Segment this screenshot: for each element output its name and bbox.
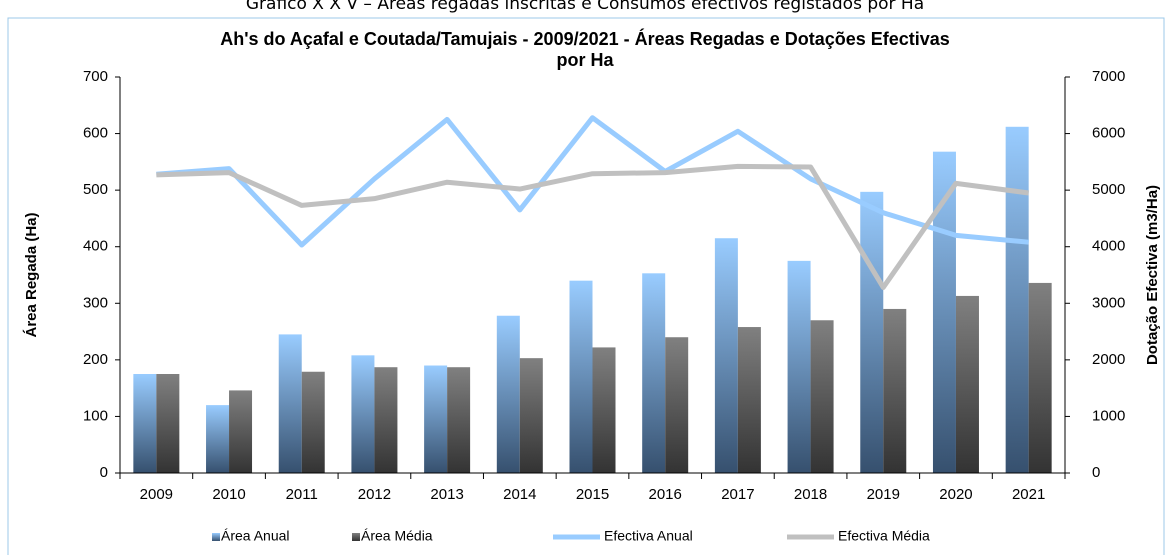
y-tick-label: 600 bbox=[83, 125, 108, 142]
bar bbox=[714, 238, 738, 473]
bar bbox=[133, 374, 157, 473]
line bbox=[156, 115, 1029, 248]
y-tick-label: 400 bbox=[83, 238, 108, 255]
y2-tick-label: 5000 bbox=[1092, 181, 1125, 198]
bar bbox=[860, 191, 884, 473]
y-tick-label: 200 bbox=[83, 351, 108, 368]
bar bbox=[810, 320, 834, 473]
bar bbox=[278, 334, 302, 473]
bar bbox=[229, 390, 253, 473]
x-tick-label: 2020 bbox=[939, 486, 972, 503]
x-tick-label: 2021 bbox=[1012, 486, 1045, 503]
legend-label: Área Média bbox=[361, 528, 433, 544]
x-tick-label: 2018 bbox=[794, 486, 827, 503]
bar bbox=[519, 358, 543, 473]
bar bbox=[592, 347, 616, 473]
bar bbox=[787, 260, 811, 473]
bar bbox=[374, 367, 398, 473]
bar bbox=[1005, 126, 1029, 473]
y2-tick-label: 4000 bbox=[1092, 238, 1125, 255]
y-tick-label: 0 bbox=[100, 464, 108, 481]
bar bbox=[955, 295, 979, 473]
y2-tick-label: 6000 bbox=[1092, 125, 1125, 142]
legend-label: Efectiva Média bbox=[838, 528, 930, 544]
bar bbox=[351, 355, 375, 473]
bar bbox=[496, 315, 520, 473]
bar bbox=[206, 405, 230, 473]
x-tick-label: 2011 bbox=[286, 486, 318, 503]
y2-tick-label: 3000 bbox=[1092, 294, 1125, 311]
caption: Gráfico X X V – Áreas regadas inscritas … bbox=[246, 0, 924, 14]
bar bbox=[424, 365, 448, 473]
y2-tick-label: 1000 bbox=[1092, 407, 1125, 424]
legend-swatch bbox=[352, 533, 360, 541]
y2-tick-label: 0 bbox=[1092, 464, 1100, 481]
x-tick-label: 2016 bbox=[649, 486, 682, 503]
x-tick-label: 2009 bbox=[140, 486, 173, 503]
legend-swatch bbox=[212, 533, 220, 541]
y-tick-label: 700 bbox=[83, 68, 108, 85]
bar bbox=[665, 337, 689, 473]
y2-tick-label: 2000 bbox=[1092, 351, 1125, 368]
x-tick-label: 2015 bbox=[576, 486, 609, 503]
bar bbox=[156, 374, 180, 473]
x-tick-label: 2014 bbox=[503, 486, 536, 503]
bar bbox=[447, 367, 471, 473]
legend-label: Área Anual bbox=[221, 528, 290, 544]
bar bbox=[1028, 282, 1052, 473]
chart-title: por Ha bbox=[556, 50, 614, 70]
x-tick-label: 2013 bbox=[430, 486, 463, 503]
bar bbox=[301, 371, 325, 473]
bar bbox=[569, 280, 593, 473]
bar bbox=[642, 273, 666, 473]
x-tick-label: 2017 bbox=[721, 486, 754, 503]
chart-title: Ah's do Açafal e Coutada/Tamujais - 2009… bbox=[220, 28, 950, 49]
y-tick-label: 100 bbox=[83, 407, 108, 424]
line bbox=[156, 163, 1029, 290]
legend-label: Efectiva Anual bbox=[604, 528, 693, 544]
x-tick-label: 2010 bbox=[212, 486, 245, 503]
y-axis-label: Área Regada (Ha) bbox=[23, 212, 40, 337]
x-tick-label: 2019 bbox=[867, 486, 900, 503]
y2-axis-label: Dotação Efectiva (m3/Ha) bbox=[1144, 185, 1161, 365]
y2-tick-label: 7000 bbox=[1092, 68, 1125, 85]
bar bbox=[883, 308, 907, 473]
bar bbox=[737, 327, 761, 473]
x-tick-label: 2012 bbox=[358, 486, 391, 503]
y-tick-label: 300 bbox=[83, 294, 108, 311]
y-tick-label: 500 bbox=[83, 181, 108, 198]
